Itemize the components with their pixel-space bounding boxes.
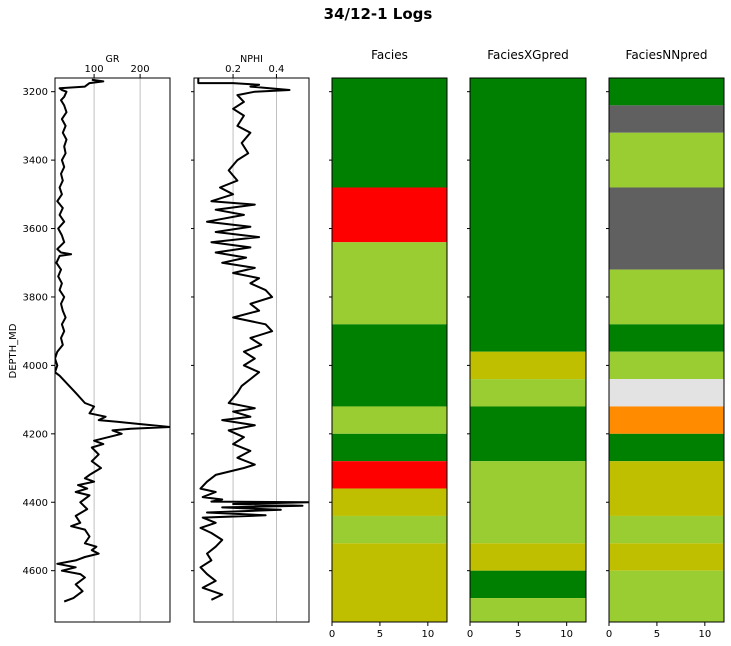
facies-interval: [332, 187, 447, 243]
x-tick-label: 10: [560, 629, 573, 640]
x-tick-label: 10: [698, 629, 711, 640]
facies-interval: [470, 78, 586, 352]
depth-tick-label: 4200: [23, 429, 48, 440]
depth-tick-label: 4600: [23, 566, 48, 577]
log-curve-nphi: [197, 78, 309, 601]
facies-interval: [470, 543, 586, 571]
facies-interval: [609, 543, 724, 571]
facies-interval: [609, 132, 724, 188]
depth-tick-label: 3800: [23, 292, 48, 303]
depth-tick-label: 3400: [23, 156, 48, 167]
facies-interval: [332, 488, 447, 516]
facies-interval: [609, 351, 724, 380]
track-frame: [608, 77, 725, 623]
facies-interval: [609, 324, 724, 352]
facies-interval: [332, 461, 447, 489]
track-title: FaciesNNpred: [626, 48, 708, 62]
track-faciesnnpred: 0 5 10 FaciesNNpred: [606, 48, 725, 640]
depth-axis: 3200 3400 3600 3800 4000 4200 4400 4600: [23, 87, 55, 577]
depth-tick-label: 4000: [23, 361, 48, 372]
facies-interval: [609, 105, 724, 133]
track-frame: [469, 77, 587, 623]
x-tick-label: 0: [467, 629, 473, 640]
x-tick-label: 0: [606, 629, 612, 640]
depth-tick-label: 3600: [23, 224, 48, 235]
facies-interval: [332, 406, 447, 434]
track-title: GR: [106, 54, 120, 65]
facies-interval: [332, 515, 447, 544]
facies-interval: [609, 269, 724, 325]
facies-interval: [470, 379, 586, 407]
track-facies: 0 5 10 Facies: [329, 48, 448, 640]
x-tick-label: 0: [329, 629, 335, 640]
depth-tick-label: 3200: [23, 87, 48, 98]
x-tick-label: 100: [85, 64, 104, 75]
x-tick-label: 10: [421, 629, 434, 640]
track-frame: [54, 77, 171, 623]
x-tick-label: 5: [515, 629, 521, 640]
x-tick-label: 5: [654, 629, 660, 640]
log-curve-gr: [55, 78, 170, 603]
facies-interval: [609, 187, 724, 270]
facies-interval: [332, 78, 447, 188]
facies-interval: [470, 598, 586, 622]
track-gr: 100 200 GR: [54, 54, 171, 623]
facies-interval: [609, 379, 724, 407]
facies-interval: [470, 570, 586, 599]
track-title: FaciesXGpred: [487, 48, 569, 62]
facies-interval: [609, 433, 724, 462]
x-tick-label: 5: [377, 629, 383, 640]
facies-interval: [609, 515, 724, 544]
facies-interval: [332, 433, 447, 462]
facies-interval: [332, 543, 447, 622]
track-faciesxgpred: 0 5 10 FaciesXGpred: [467, 48, 587, 640]
figure-title: 34/12-1 Logs: [324, 5, 433, 23]
facies-interval: [470, 461, 586, 544]
facies-interval: [609, 570, 724, 622]
track-nphi: 0.2 0.4 NPHI: [191, 54, 310, 623]
x-tick-label: 0.2: [225, 64, 241, 75]
facies-interval: [470, 351, 586, 380]
facies-interval: [332, 242, 447, 325]
track-title: NPHI: [240, 54, 263, 65]
facies-interval: [332, 324, 447, 407]
x-tick-label: 0.4: [268, 64, 284, 75]
facies-interval: [470, 406, 586, 462]
track-title: Facies: [371, 48, 408, 62]
facies-interval: [609, 78, 724, 106]
depth-tick-label: 4400: [23, 498, 48, 509]
y-axis-label: DEPTH_MD: [8, 323, 19, 378]
facies-interval: [609, 406, 724, 434]
track-frame: [331, 77, 448, 623]
x-tick-label: 200: [131, 64, 150, 75]
track-frame: [193, 77, 310, 623]
facies-interval: [609, 461, 724, 516]
